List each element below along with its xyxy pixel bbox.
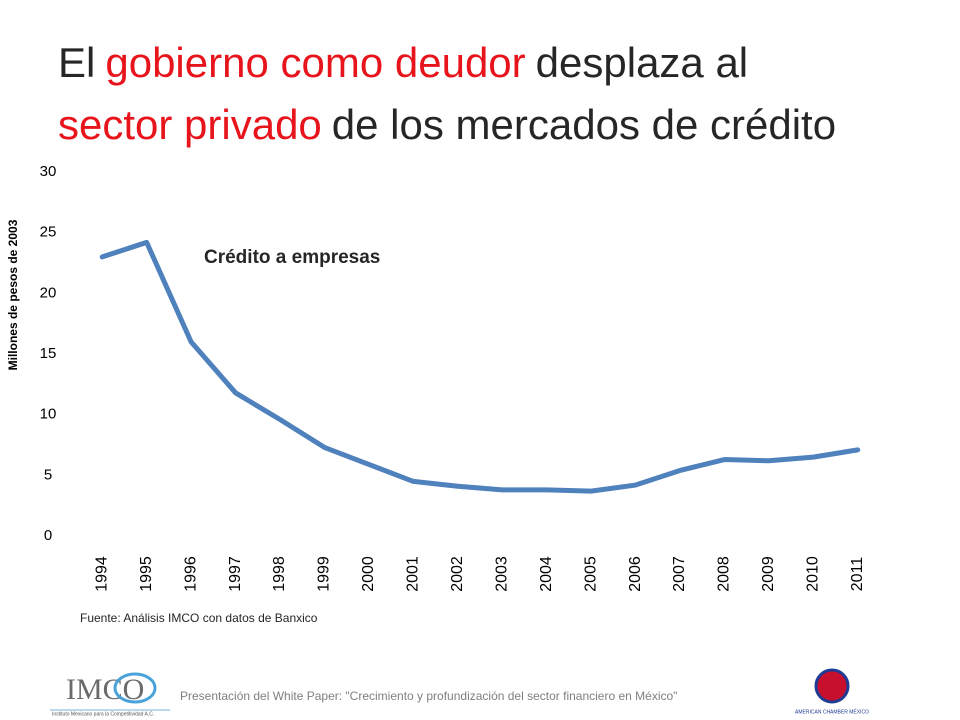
annotation: Crédito a empresas: [204, 247, 380, 268]
x-tick-label: 1995: [138, 556, 155, 592]
title-segment: gobierno como deudor: [105, 39, 525, 86]
title-segment: de los mercados de crédito: [332, 101, 836, 148]
y-axis-label: Millones de pesos de 2003: [6, 219, 20, 370]
x-tick-label: 2010: [805, 556, 822, 592]
y-tick-label: 30: [40, 163, 57, 180]
y-tick-label: 5: [44, 466, 52, 483]
x-tick-label: 2004: [538, 556, 555, 592]
y-tick-label: 15: [40, 345, 57, 362]
y-tick-label: 20: [40, 284, 57, 301]
y-tick-label: 10: [40, 406, 57, 423]
x-tick-label: 2000: [360, 556, 377, 592]
footer-text: Presentación del White Paper: "Crecimien…: [180, 689, 677, 703]
chart-title: sector privado de los mercados de crédito: [58, 101, 836, 148]
title-segment: desplaza al: [536, 39, 748, 86]
chart-title: El gobierno como deudor desplaza al: [58, 39, 748, 86]
x-tick-label: 2011: [849, 557, 866, 592]
x-tick-label: 2005: [582, 556, 599, 592]
x-tick-label: 2006: [627, 556, 644, 592]
amcham-text: AMERICAN CHAMBER MÉXICO: [795, 708, 869, 715]
x-tick-label: 1999: [316, 556, 333, 592]
x-tick-label: 1996: [182, 556, 199, 592]
x-tick-label: 1994: [93, 556, 110, 592]
source: Fuente: Análisis IMCO con datos de Banxi…: [80, 611, 318, 625]
amcham-logo: [814, 668, 850, 704]
imco-subtitle: Instituto Mexicano para la Competitivida…: [52, 711, 154, 717]
x-tick-label: 2008: [716, 556, 733, 592]
x-tick-label: 1998: [271, 556, 288, 592]
y-tick-label: 0: [44, 527, 52, 544]
imco-swoosh: [113, 672, 157, 704]
data-line: [99, 239, 861, 494]
x-tick-label: 2003: [493, 556, 510, 592]
title-segment: El: [58, 39, 95, 86]
title-segment: sector privado: [58, 101, 322, 148]
x-tick-label: 1997: [227, 556, 244, 592]
x-tick-label: 2002: [449, 556, 466, 592]
x-tick-label: 2007: [671, 556, 688, 592]
x-tick-label: 2009: [760, 556, 777, 592]
x-tick-label: 2001: [405, 556, 422, 592]
y-tick-label: 25: [40, 224, 57, 241]
